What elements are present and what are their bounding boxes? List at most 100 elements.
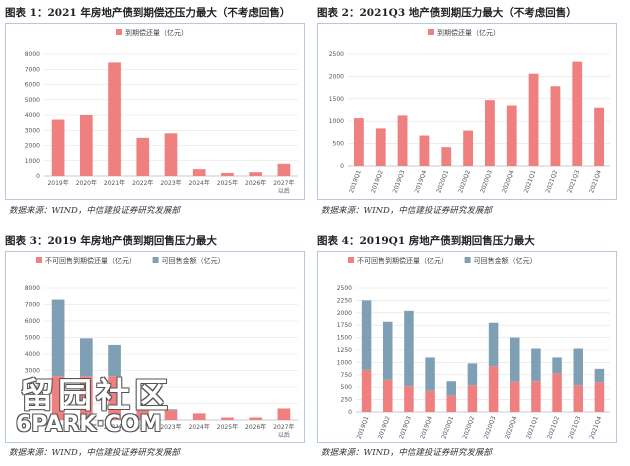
x-tick-label: 2021Q2 [545,169,560,194]
bar [552,373,562,412]
bar [136,405,150,409]
bar [467,385,478,412]
bar [594,368,605,383]
bar [488,366,499,412]
y-tick-label: 750 [341,372,353,379]
y-tick-label: 1000 [25,158,40,165]
y-tick-label: 7000 [25,302,40,309]
legend-label: 不可回售到期偿还量（亿元） [45,256,136,265]
data-source-note: 数据来源：WIND，中信建投证券研究发展部 [9,448,180,458]
y-tick-label: 2000 [337,310,352,317]
bar [361,369,372,412]
bar [404,386,414,412]
x-tick-label: 2019Q2 [370,169,385,194]
y-tick-label: 2000 [25,384,40,391]
x-tick-label: 2020Q2 [462,415,477,440]
x-tick-label: 2020Q3 [483,415,498,440]
x-tick-label: 2020Q1 [440,415,455,440]
bar [79,338,93,377]
chart-frame: 0 1000 2000 3000 4000 5000 6000 7000 8000 不可回售到期偿… [5,251,305,443]
bar [404,310,414,387]
legend-label: 可回售金额（亿元） [474,256,537,265]
x-tick-label: 2019Q4 [419,415,434,440]
y-tick-label: 1000 [329,118,344,125]
bar [463,130,473,166]
legend-label: 到期偿还量（亿元） [437,28,500,37]
x-tick-label: 2021年 [104,179,125,187]
bar [488,322,499,367]
legend-label: 不可回售到期偿还量（亿元） [357,256,448,265]
bar [552,357,562,374]
bar [425,357,435,391]
stacked-bar-chart: 0 1000 2000 3000 4000 5000 6000 7000 8000 不可回售到期偿… [25,256,298,439]
bar [51,376,65,420]
x-tick-label: 2025年 [217,179,238,187]
x-tick-label: 2027年以后 [273,179,294,195]
x-tick-label: 2020年 [76,179,97,187]
y-tick-label: 1500 [337,335,352,342]
bar [249,417,263,420]
y-tick-label: 2500 [329,51,344,58]
watermark-site-text: 6PARK·COM [16,412,162,437]
y-tick-label: 0 [36,417,40,424]
y-tick-label: 2500 [337,285,352,292]
x-tick-label: 2023年 [160,423,181,431]
x-tick-label: 2021Q4 [588,169,603,194]
x-tick-label: 2021Q3 [567,415,582,440]
x-tick-label: 2021年 [104,423,125,431]
bar [509,337,520,382]
bar [164,133,178,176]
bar [51,119,65,176]
y-tick-label: 4000 [25,351,40,358]
x-tick-label: 2022年 [132,179,153,187]
x-tick-label: 2020Q4 [501,169,516,194]
x-tick-label: 2020Q3 [479,169,494,194]
legend-swatch [464,257,471,263]
bar [108,344,121,377]
bar [446,381,457,396]
bar [594,382,605,412]
bar [192,169,206,176]
bar [419,135,430,166]
y-tick-label: 6000 [25,318,40,325]
bar [192,413,206,420]
legend-swatch [348,257,354,263]
x-tick-label: 2020Q1 [435,169,450,194]
data-source-note: 数据来源：WIND，中信建投证券研究发展部 [321,448,492,458]
bar [249,172,263,176]
y-tick-label: 1750 [337,322,352,329]
bar [531,381,541,412]
x-tick-label: 2019Q1 [348,169,363,194]
bar [485,100,495,166]
x-tick-label: 2021Q1 [525,415,540,440]
legend-label: 到期偿还量（亿元） [125,28,188,37]
x-tick-label: 2021Q4 [589,415,604,440]
data-source-note: 数据来源：WIND，中信建投证券研究发展部 [9,206,180,216]
y-tick-label: 250 [341,397,353,404]
y-tick-label: 8000 [25,285,40,292]
bar [108,376,121,420]
y-tick-label: 4000 [25,112,40,119]
x-tick-label: 2024年 [189,179,210,187]
chart-panel-3: 图表 3：2019 年房地产债到期回售压力最大 0 1000 2000 3000 400… [5,232,305,464]
bar [108,62,121,177]
bar [375,128,386,166]
bar [164,409,178,411]
y-tick-label: 1000 [25,401,40,408]
chart-panel-1: 图表 1：2021 年房地产债到期偿还压力最大（不考虑回售） 0 1000 2000… [5,4,305,224]
bar [573,348,584,386]
x-tick-label: 2027年以后 [273,423,294,439]
y-tick-label: 8000 [25,51,40,58]
bar [221,417,234,420]
x-tick-label: 2021Q1 [523,169,538,194]
y-tick-label: 500 [333,141,345,148]
y-tick-label: 0 [36,173,40,180]
x-tick-label: 2023年 [160,179,181,187]
bar [361,300,372,370]
y-tick-label: 0 [348,409,352,416]
data-source-note: 数据来源：WIND，中信建投证券研究发展部 [321,206,492,216]
chart-frame: 0 1000 2000 3000 4000 5000 6000 7000 8000 到期偿还量（亿… [5,23,305,200]
bar [382,379,393,412]
x-tick-label: 2026年 [245,423,266,431]
legend-swatch [428,29,434,35]
